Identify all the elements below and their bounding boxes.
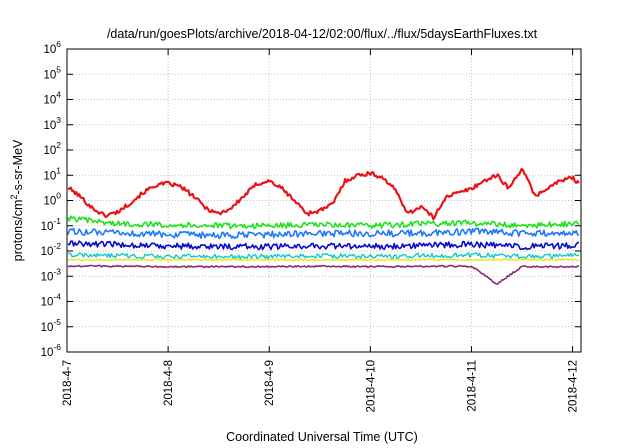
series-layer xyxy=(67,167,580,285)
series-line xyxy=(67,258,580,262)
grid-lines xyxy=(67,49,581,352)
x-tick-label: 2018-4-12 xyxy=(568,360,580,412)
x-tick-labels: 2018-4-7 2018-4-8 2018-4-9 2018-4-10 2018-4-… xyxy=(62,360,580,412)
y-tick-label: 10-6 xyxy=(41,342,62,359)
y-tick-label: 105 xyxy=(43,64,61,81)
x-axis-label: Coordinated Universal Time (UTC) xyxy=(226,430,418,444)
series-line xyxy=(67,240,580,251)
series-line xyxy=(67,264,580,285)
y-tick-label: 100 xyxy=(43,191,61,208)
x-tick-label: 2018-4-11 xyxy=(466,360,478,412)
y-tick-label: 10-3 xyxy=(41,266,62,283)
axis-ticks xyxy=(66,48,581,353)
y-axis-label: protons/cm2-s-sr-MeV xyxy=(9,139,25,261)
x-tick-label: 2018-4-7 xyxy=(62,360,74,406)
series-line xyxy=(67,167,580,221)
y-tick-label: 10-2 xyxy=(41,241,62,258)
y-tick-label: 104 xyxy=(43,90,61,107)
y-tick-label: 103 xyxy=(43,115,61,132)
x-tick-label: 2018-4-8 xyxy=(163,360,175,406)
chart-title: /data/run/goesPlots/archive/2018-04-12/0… xyxy=(107,27,538,41)
series-line xyxy=(67,227,580,240)
y-tick-label: 101 xyxy=(43,165,61,182)
y-tick-label: 106 xyxy=(43,39,61,56)
y-tick-labels: 10-6 10-5 10-4 10-3 10-2 10-1 100 101 102 103 104 1… xyxy=(41,39,62,359)
y-tick-label: 10-4 xyxy=(41,292,62,309)
y-tick-label: 102 xyxy=(43,140,61,157)
y-tick-label: 10-1 xyxy=(41,216,62,233)
y-tick-label: 10-5 xyxy=(41,317,62,334)
x-tick-label: 2018-4-10 xyxy=(365,360,377,412)
series-line xyxy=(67,215,580,230)
series-line xyxy=(67,252,580,260)
x-tick-label: 2018-4-9 xyxy=(264,360,276,406)
